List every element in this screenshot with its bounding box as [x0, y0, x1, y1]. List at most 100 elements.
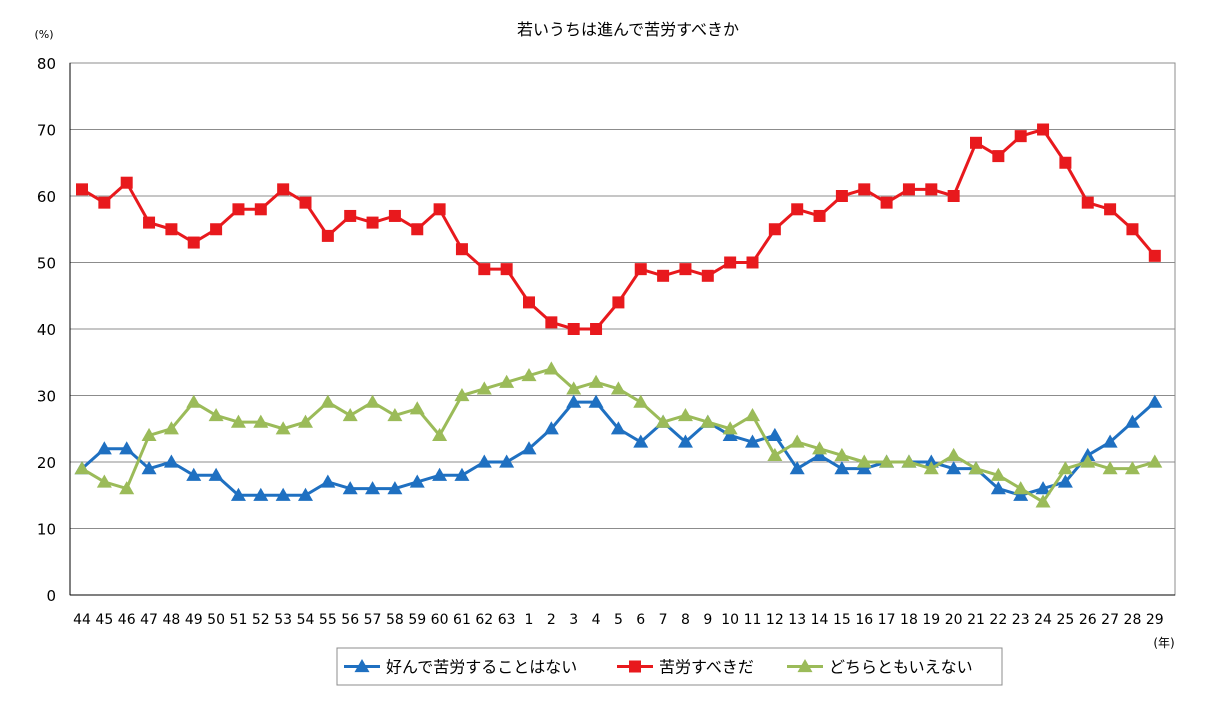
data-point — [163, 421, 179, 435]
data-point — [566, 394, 582, 408]
data-point — [1059, 156, 1072, 169]
x-tick-label: 20 — [945, 612, 963, 628]
data-point — [677, 407, 693, 422]
x-tick-label: 7 — [659, 612, 668, 628]
data-point — [98, 196, 111, 209]
data-point — [1080, 447, 1096, 461]
data-point — [455, 243, 468, 256]
data-point — [746, 256, 759, 269]
x-tick-label: 15 — [833, 612, 851, 628]
data-point — [119, 441, 135, 455]
data-point — [834, 447, 850, 461]
data-point — [365, 394, 381, 408]
data-point — [342, 481, 358, 495]
y-tick-label: 30 — [37, 388, 56, 406]
x-tick-label: 11 — [744, 612, 762, 628]
data-point — [119, 481, 135, 495]
data-point — [521, 368, 537, 382]
data-point — [946, 461, 962, 475]
data-point — [388, 209, 401, 222]
x-tick-label: 44 — [73, 612, 91, 628]
data-point — [143, 216, 156, 229]
data-point — [970, 136, 982, 149]
x-tick-label: 50 — [207, 612, 225, 628]
data-point — [655, 414, 671, 428]
data-point — [880, 196, 893, 209]
x-tick-label: 62 — [475, 612, 493, 628]
data-point — [478, 263, 491, 276]
data-point — [523, 296, 535, 309]
data-point — [1148, 249, 1161, 262]
chart-title: 若いうちは進んで苦労すべきか — [517, 20, 739, 39]
x-tick-label: 23 — [1012, 612, 1030, 628]
data-point — [1147, 394, 1163, 408]
x-tick-label: 49 — [185, 612, 203, 628]
data-point — [342, 407, 358, 422]
y-tick-label: 60 — [37, 188, 56, 206]
x-tick-label: 52 — [252, 612, 270, 628]
data-point — [299, 196, 312, 209]
data-point — [1057, 461, 1073, 475]
data-point — [1126, 223, 1139, 236]
legend-label: 苦労すべきだ — [659, 658, 754, 677]
data-point — [879, 454, 895, 468]
data-point — [1035, 481, 1051, 495]
series-layer — [74, 123, 1163, 508]
y-tick-label: 20 — [37, 454, 56, 472]
data-point — [633, 434, 649, 448]
data-point — [1035, 494, 1051, 508]
x-tick-label: 46 — [118, 612, 136, 628]
data-point — [789, 434, 805, 448]
data-point — [679, 263, 692, 276]
x-tick-label: 19 — [922, 612, 940, 628]
x-tick-label: 58 — [386, 612, 404, 628]
x-tick-label: 13 — [788, 612, 806, 628]
data-point — [767, 427, 783, 442]
data-point — [1014, 130, 1027, 143]
data-point — [1081, 196, 1094, 209]
data-point — [387, 407, 403, 422]
data-point — [454, 467, 470, 481]
data-point — [745, 434, 760, 448]
x-tick-label: 47 — [140, 612, 158, 628]
y-axis-tick-labels: 0 10 20 30 40 50 60 70 80 — [37, 55, 56, 605]
data-point — [387, 481, 403, 495]
data-point — [499, 454, 515, 468]
data-point — [321, 229, 334, 242]
data-point — [567, 323, 580, 335]
data-point — [366, 216, 379, 229]
data-point — [432, 467, 448, 481]
data-point — [923, 461, 939, 475]
data-point — [141, 427, 157, 442]
data-point — [990, 481, 1006, 495]
data-point — [856, 461, 872, 475]
data-point — [634, 263, 647, 276]
data-point — [76, 183, 88, 196]
data-point — [208, 467, 224, 481]
x-tick-label: 17 — [878, 612, 896, 628]
data-point — [947, 190, 960, 202]
data-point — [163, 454, 179, 468]
x-tick-label: 48 — [162, 612, 180, 628]
data-point — [724, 256, 737, 269]
data-point — [722, 421, 738, 435]
y-tick-label: 40 — [37, 321, 56, 339]
data-point — [1037, 123, 1050, 136]
x-tick-label: 12 — [766, 612, 784, 628]
data-point — [923, 454, 939, 468]
data-point — [298, 487, 313, 501]
data-point — [409, 401, 425, 415]
data-point — [277, 183, 290, 196]
data-point — [230, 414, 246, 428]
x-tick-label: 27 — [1101, 612, 1119, 628]
data-point — [232, 203, 245, 216]
series-2 — [76, 123, 1161, 335]
y-tick-label: 50 — [37, 255, 56, 273]
data-point — [254, 203, 267, 216]
legend-marker — [354, 659, 370, 673]
data-point — [187, 236, 200, 249]
data-point — [186, 394, 202, 408]
data-point — [767, 447, 783, 461]
x-tick-label: 4 — [592, 612, 601, 628]
